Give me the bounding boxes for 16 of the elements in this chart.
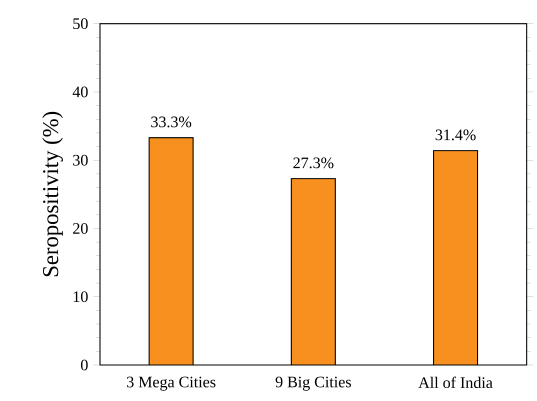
bar	[148, 137, 194, 365]
data-label: 27.3%	[293, 157, 334, 168]
y-tick-label: 20	[73, 223, 88, 234]
y-tick-label: 40	[72, 86, 88, 98]
data-label: 33.3%	[151, 116, 192, 128]
bar	[290, 178, 336, 365]
x-tick-label: 3 Mega Cities	[127, 376, 216, 391]
bar	[433, 150, 478, 365]
y-tick-label: 50	[73, 18, 88, 30]
x-tick-label: All of India	[418, 376, 493, 388]
x-tick-label: 9 Big Cities	[276, 376, 351, 391]
y-axis-title: Seropositivity (%)	[42, 112, 63, 276]
y-tick-label: 0	[80, 360, 88, 370]
data-label: 31.4%	[436, 129, 476, 140]
y-tick-label: 10	[74, 291, 88, 302]
y-tick-label: 30	[73, 154, 88, 166]
